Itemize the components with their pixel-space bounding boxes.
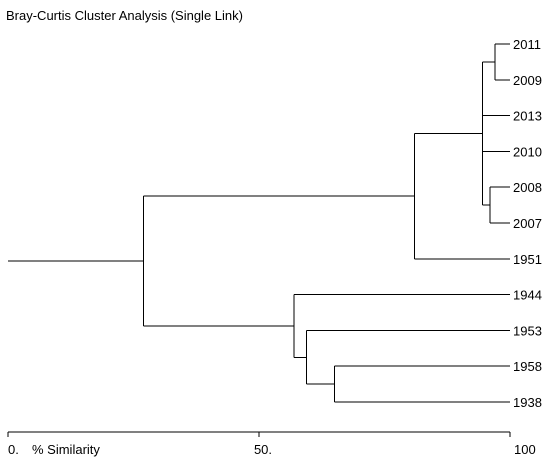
leaf-label-2010: 2010 bbox=[513, 144, 542, 159]
leaf-label-1953: 1953 bbox=[513, 323, 542, 338]
leaf-label-2008: 2008 bbox=[513, 180, 542, 195]
leaf-label-2007: 2007 bbox=[513, 216, 542, 231]
x-tick-label-1: 50. bbox=[254, 442, 272, 457]
leaf-label-1958: 1958 bbox=[513, 359, 542, 374]
x-axis-label: % Similarity bbox=[32, 442, 100, 457]
dendrogram-branches bbox=[8, 43, 510, 403]
x-tick-label-2: 100 bbox=[514, 442, 536, 457]
leaf-label-1951: 1951 bbox=[513, 252, 542, 267]
leaf-label-2011: 2011 bbox=[513, 37, 541, 52]
leaf-label-1944: 1944 bbox=[513, 288, 542, 303]
x-tick-label-0: 0. bbox=[8, 442, 19, 457]
leaf-labels: 2011 2009 2013 2010 2008 2007 1951 1944 1953 1958… bbox=[513, 37, 542, 410]
leaf-label-1938: 1938 bbox=[513, 395, 542, 410]
leaf-label-2013: 2013 bbox=[513, 109, 542, 124]
chart-title: Bray-Curtis Cluster Analysis (Single Lin… bbox=[6, 8, 243, 23]
leaf-label-2009: 2009 bbox=[513, 73, 542, 88]
x-axis: 0. 50. 100 % Similarity bbox=[7, 431, 536, 457]
